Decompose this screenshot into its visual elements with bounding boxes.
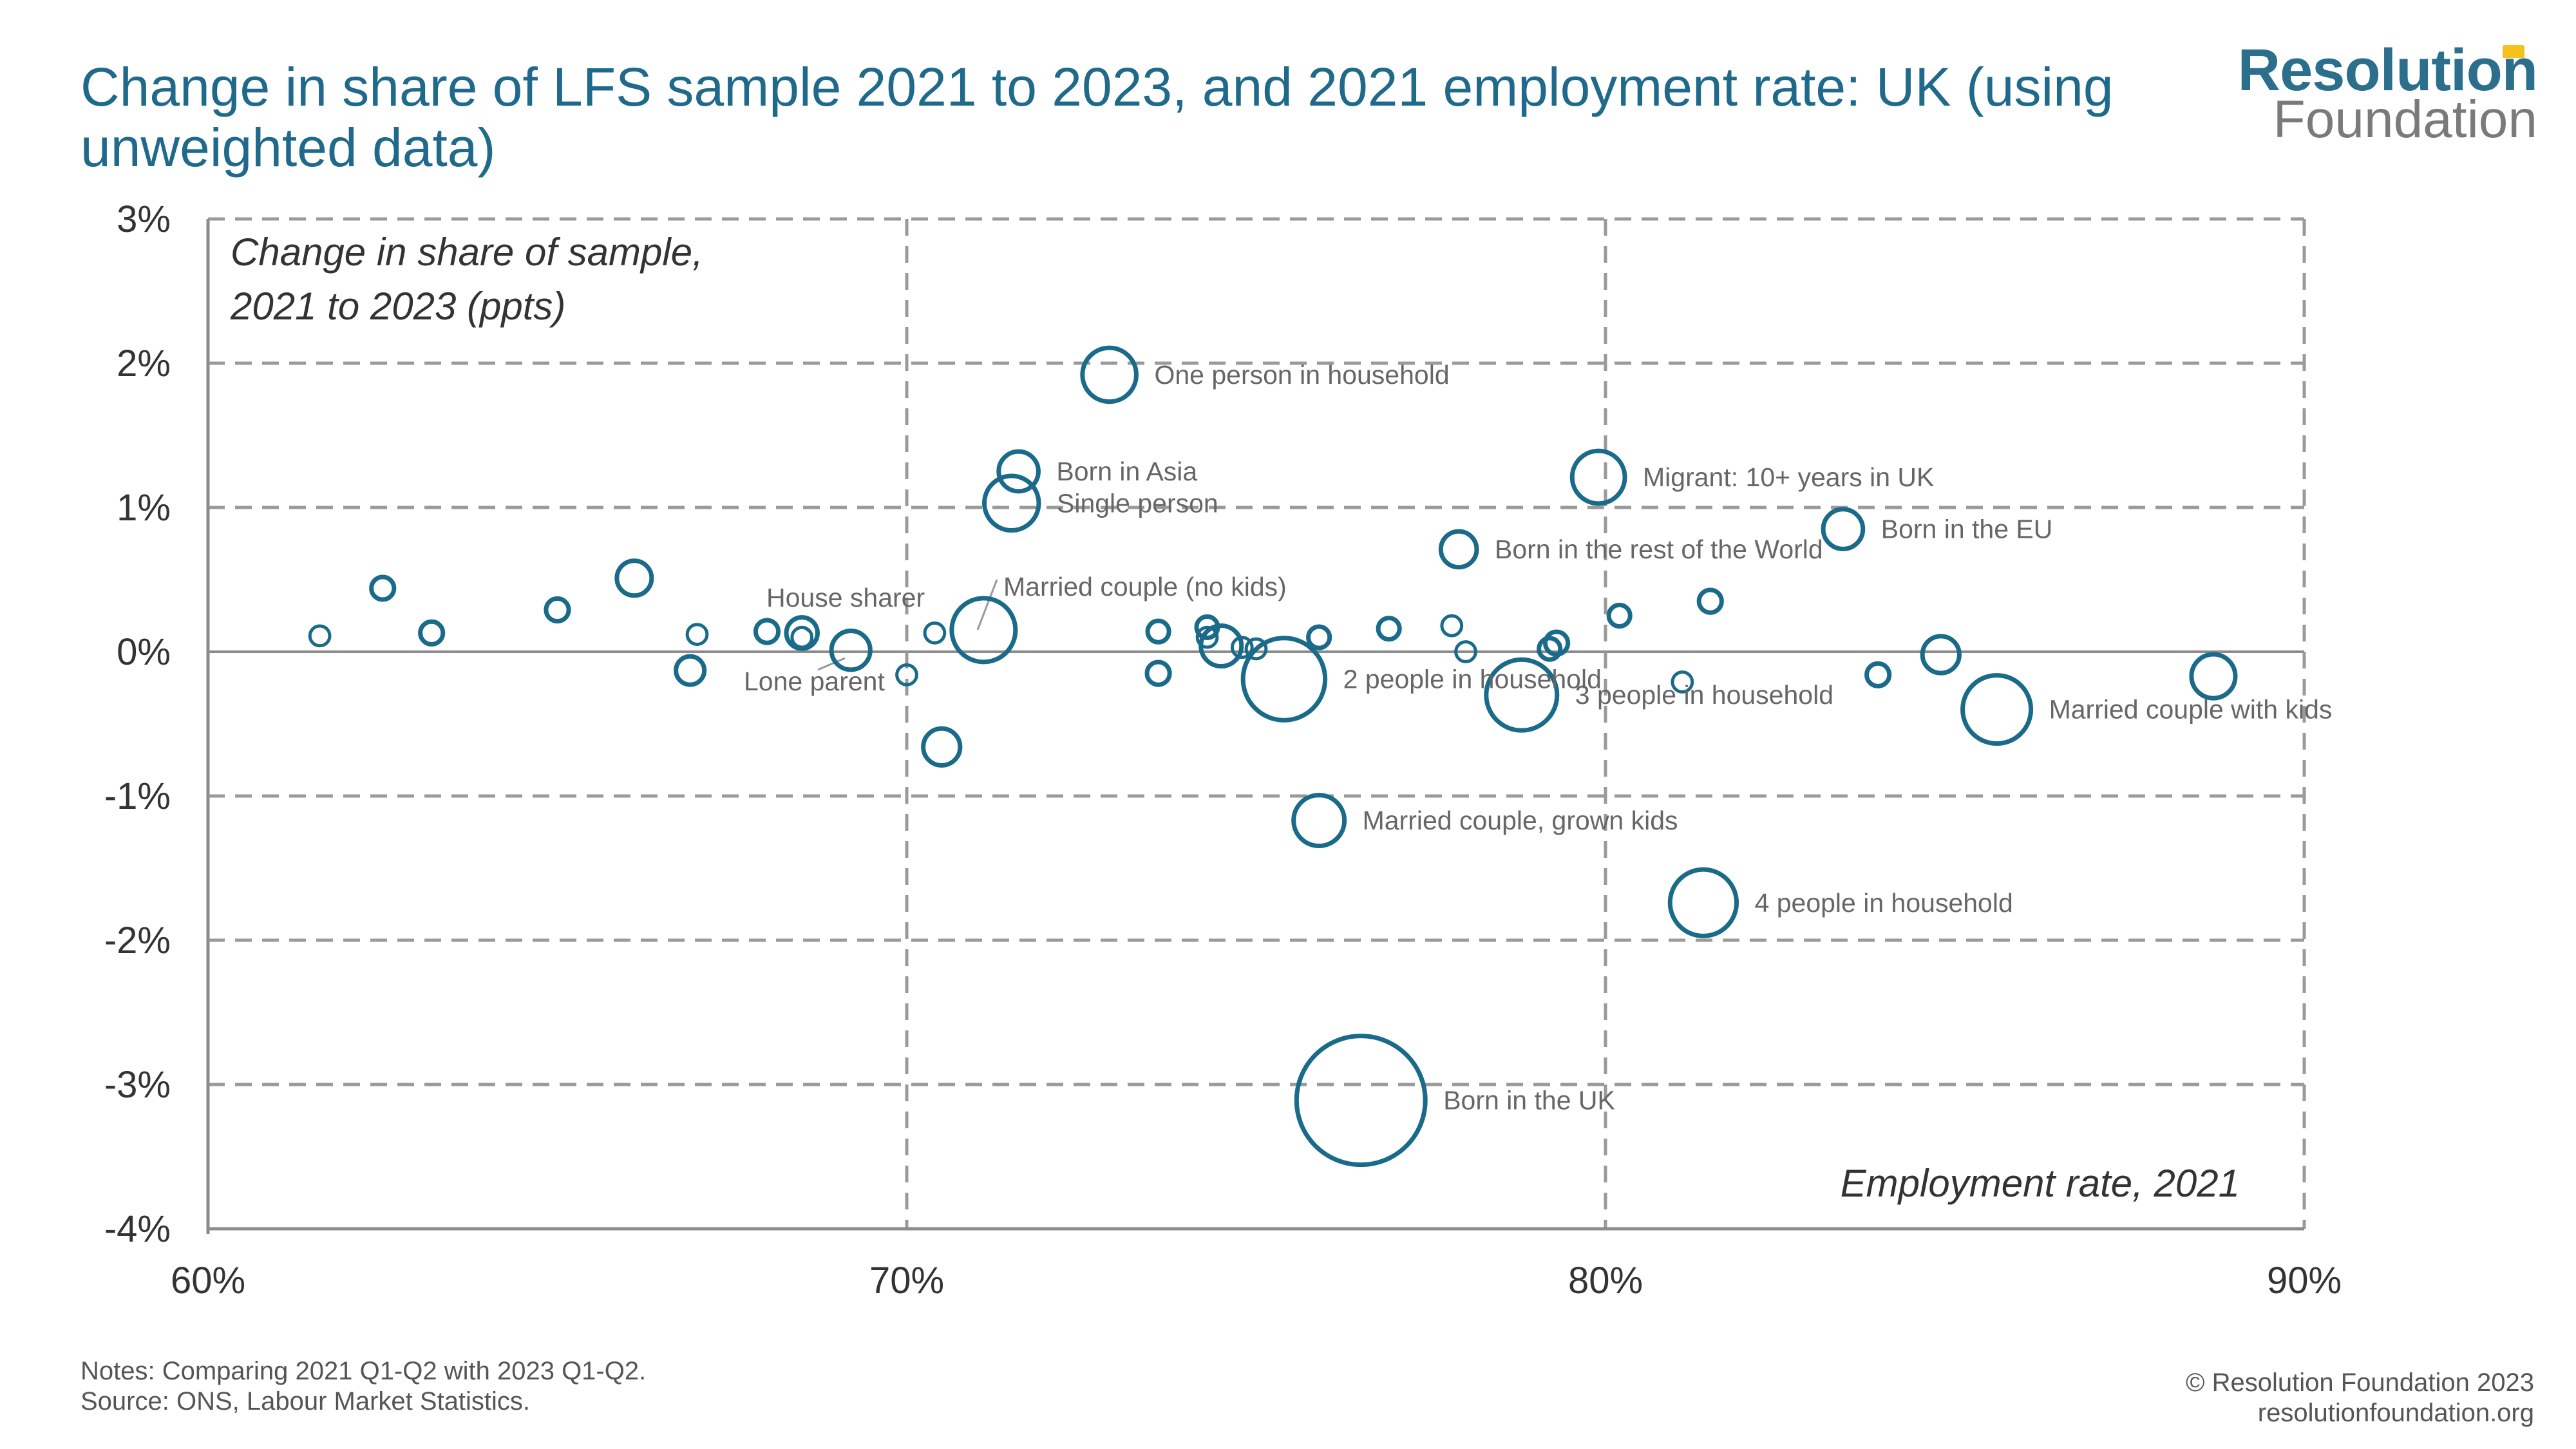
data-point (1569, 448, 1627, 506)
data-point (1920, 634, 1962, 676)
point-label: Married couple (no kids) (1003, 572, 1287, 601)
data-point (921, 726, 963, 768)
y-tick-label: 0% (117, 631, 171, 673)
data-point (1198, 623, 1244, 669)
point-label: House sharer (766, 583, 925, 612)
point-label: One person in household (1154, 360, 1449, 390)
point-label: Single person (1057, 488, 1218, 518)
copyright-text: © Resolution Foundation 2023 (2186, 1368, 2534, 1397)
data-point (1821, 507, 1866, 551)
footer-credits: © Resolution Foundation 2023 resolutionf… (2186, 1368, 2534, 1428)
data-point (1244, 637, 1268, 661)
point-label: Married couple, grown kids (1363, 806, 1678, 835)
data-point (1376, 616, 1402, 642)
notes-text: Notes: Comparing 2021 Q1-Q2 with 2023 Q1… (80, 1357, 647, 1385)
y-tick-label: -1% (104, 775, 171, 817)
point-label: 3 people in household (1575, 680, 1833, 710)
data-point (1240, 636, 1328, 723)
data-point (1864, 661, 1892, 688)
data-point (1484, 657, 1560, 733)
data-point (1960, 673, 2034, 746)
source-text: Source: ONS, Labour Market Statistics. (80, 1387, 531, 1416)
y-tick-label: 1% (117, 487, 171, 529)
data-point (1230, 636, 1254, 659)
x-tick-label: 90% (2267, 1260, 2342, 1302)
data-point (949, 596, 1018, 665)
data-point (1145, 618, 1171, 645)
resolution-foundation-logo: Resolution Foundation (2237, 37, 2538, 149)
data-point (544, 596, 571, 624)
tick-labels: 3% 2% 1% 0% -1% -2% -3% -4%60% 70% 80% 90% (104, 198, 2342, 1302)
data-point (1537, 636, 1563, 662)
data-point (753, 618, 781, 645)
data-point (1294, 1034, 1428, 1168)
x-axis-title: Employment rate, 2021 (1841, 1162, 2240, 1205)
point-label: 4 people in household (1755, 888, 2013, 918)
logo-word-foundation: Foundation (2273, 90, 2537, 149)
data-point (1440, 614, 1464, 638)
label-leader-line (976, 579, 998, 630)
data-point (1291, 793, 1347, 849)
grid-layer (206, 217, 2306, 1234)
data-point (674, 654, 707, 687)
data-point (981, 473, 1041, 533)
footer-notes: Notes: Comparing 2021 Q1-Q2 with 2023 Q1… (80, 1356, 646, 1417)
x-tick-label: 60% (171, 1260, 245, 1302)
data-point (1306, 624, 1332, 650)
logo-word-resolution: Resolution (2237, 37, 2538, 103)
point-label: Lone parent (744, 667, 885, 696)
point-labels: One person in household Born in AsiaSingl… (744, 360, 2332, 1115)
point-label: Born in Asia (1056, 457, 1197, 486)
scatter-chart: 3% 2% 1% 0% -1% -2% -3% -4%60% 70% 80% 90% One per… (104, 198, 2342, 1302)
data-point (1195, 625, 1219, 649)
point-label: Married couple with kids (2049, 695, 2333, 724)
data-point (685, 623, 709, 646)
data-point (1144, 659, 1172, 687)
data-point (790, 625, 814, 649)
y-tick-label: -2% (104, 920, 171, 961)
y-tick-label: 2% (117, 343, 171, 384)
y-axis-title-line1: Change in share of sample, (231, 231, 703, 274)
point-label: Born in the rest of the World (1495, 535, 1823, 564)
y-tick-label: 3% (117, 198, 171, 240)
point-label: 2 people in household (1343, 665, 1602, 694)
y-axis-title-line2: 2021 to 2023 (ppts) (230, 285, 565, 328)
data-point (1606, 602, 1633, 629)
logo-accent-mark (2503, 45, 2524, 58)
data-point (308, 624, 332, 648)
data-point (829, 629, 873, 672)
data-point (2189, 652, 2238, 701)
chart-title: Change in share of LFS sample 2021 to 20… (80, 57, 2114, 178)
x-tick-label: 80% (1568, 1260, 1643, 1302)
y-tick-label: -4% (104, 1208, 171, 1250)
data-point (923, 621, 947, 645)
point-label: Migrant: 10+ years in UK (1643, 462, 1934, 492)
website-text: resolutionfoundation.org (2257, 1399, 2534, 1427)
data-point (1438, 529, 1479, 570)
data-point (895, 663, 918, 687)
data-point (369, 574, 397, 602)
point-label: Born in the UK (1443, 1086, 1615, 1115)
data-points (308, 345, 2238, 1168)
data-point (996, 449, 1041, 494)
point-label: Born in the EU (1881, 515, 2053, 544)
data-point (614, 558, 654, 598)
y-tick-label: -3% (104, 1064, 171, 1106)
data-point (1696, 587, 1724, 615)
data-point (1454, 640, 1477, 663)
data-point (1080, 345, 1139, 404)
data-point (784, 615, 820, 651)
data-point (1671, 670, 1694, 694)
x-tick-label: 70% (869, 1260, 944, 1302)
label-leader-line (817, 657, 846, 671)
data-point (1542, 629, 1571, 657)
data-point (418, 619, 446, 647)
data-point (1667, 867, 1739, 938)
